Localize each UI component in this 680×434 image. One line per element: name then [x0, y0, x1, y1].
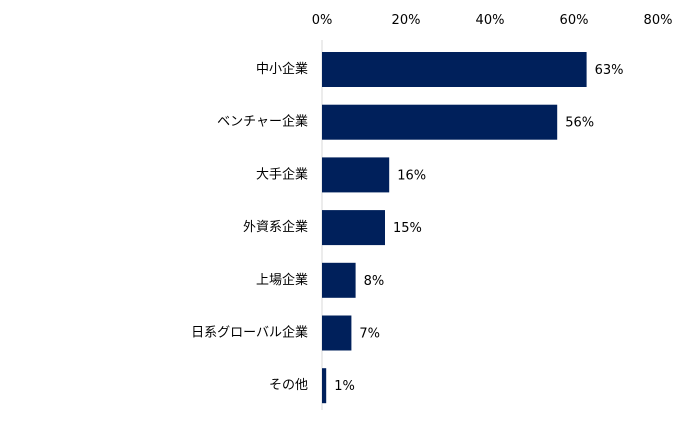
- category-label: 大手企業: [256, 166, 308, 182]
- data-label: 7%: [359, 327, 380, 342]
- bar: [322, 368, 327, 404]
- category-label: 日系グローバル企業: [191, 325, 308, 341]
- data-label: 8%: [364, 274, 385, 289]
- data-label: 15%: [393, 221, 422, 236]
- bar: [322, 52, 587, 87]
- x-tick-label: 60%: [560, 13, 589, 28]
- bar: [322, 315, 352, 351]
- x-tick-label: 80%: [644, 13, 673, 28]
- bar: [322, 104, 558, 140]
- category-label: その他: [269, 378, 308, 393]
- bar: [322, 210, 385, 246]
- data-label: 63%: [595, 63, 624, 78]
- category-label: 中小企業: [256, 61, 308, 77]
- x-tick-label: 40%: [476, 13, 505, 28]
- category-label: 上場企業: [256, 272, 308, 288]
- x-tick-label: 20%: [392, 13, 421, 28]
- category-label: 外資系企業: [243, 219, 308, 235]
- category-label: ベンチャー企業: [217, 114, 308, 130]
- data-label: 56%: [565, 116, 594, 131]
- data-label: 1%: [334, 379, 355, 394]
- bar: [322, 262, 356, 298]
- data-label: 16%: [397, 168, 426, 183]
- x-tick-label: 0%: [312, 13, 333, 28]
- bar: [322, 157, 390, 193]
